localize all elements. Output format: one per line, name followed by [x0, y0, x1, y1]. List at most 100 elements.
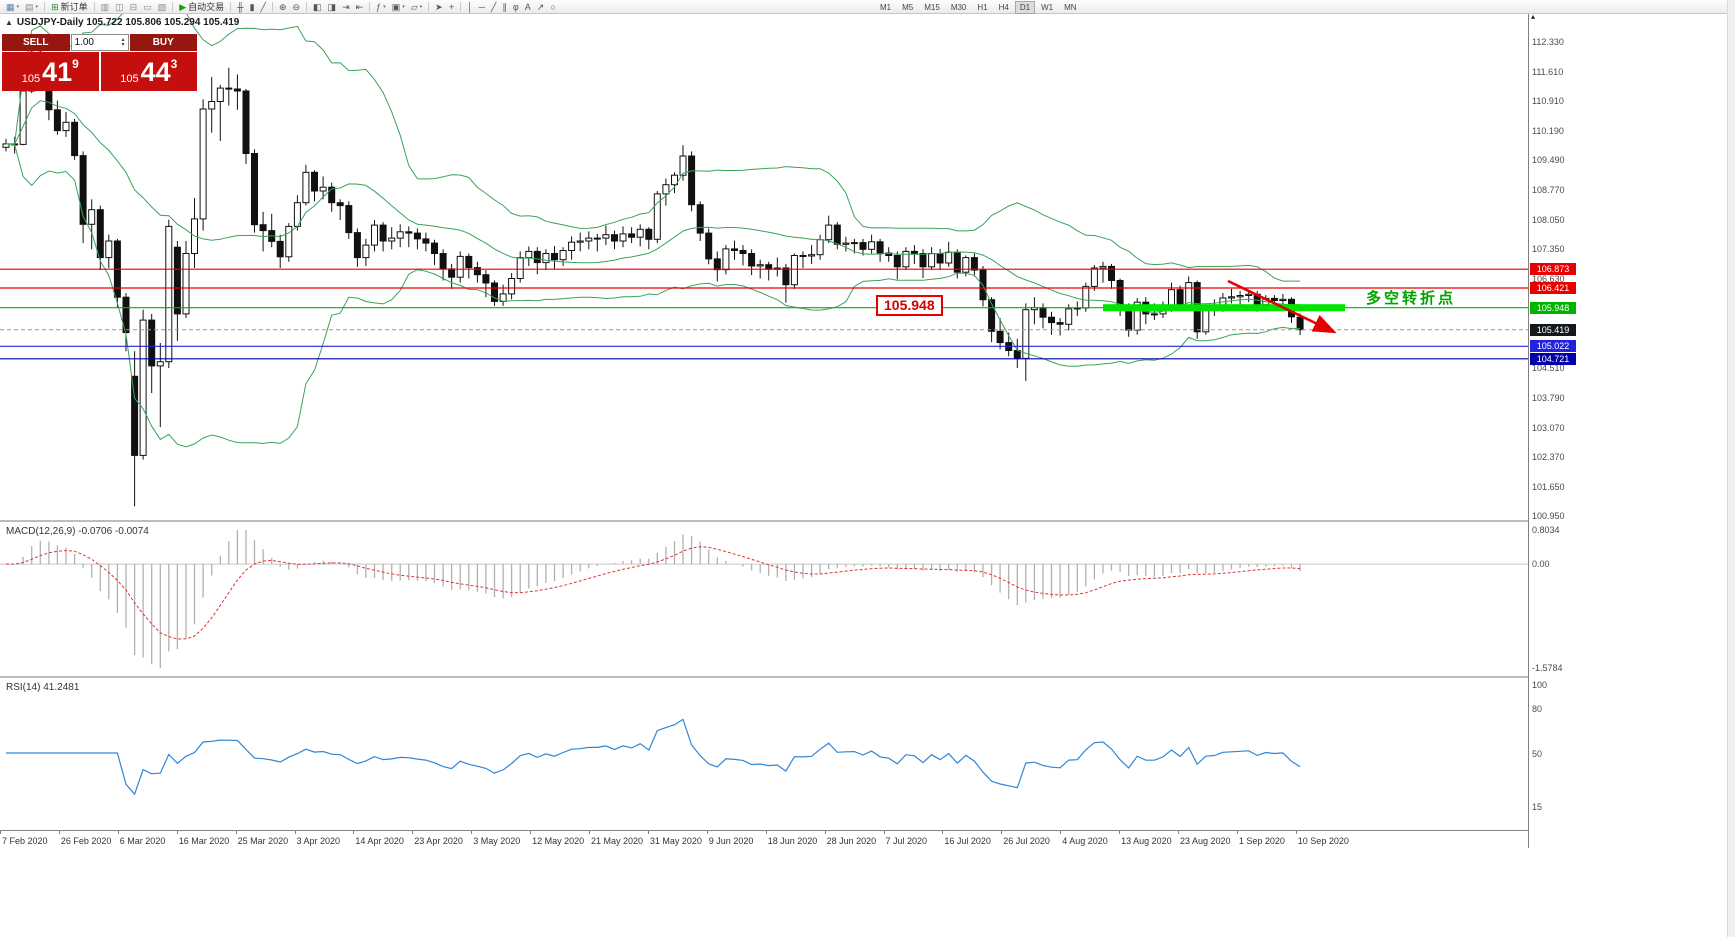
price-axis-label: 109.490	[1532, 155, 1565, 166]
horizontal-line-glyph: ─	[478, 1, 485, 12]
date-label: 9 Jun 2020	[708, 836, 754, 846]
one-click-collapse-icon[interactable]: ▲	[5, 18, 13, 27]
vertical-line-icon[interactable]: │	[464, 1, 476, 13]
periods-icon[interactable]: ▣ ▾	[389, 1, 408, 13]
zoom-in-icon[interactable]: ⊕	[276, 1, 290, 13]
volume-input[interactable]: 1.00 ▴ ▾	[70, 34, 129, 51]
volume-up-button[interactable]: ▴	[121, 36, 125, 43]
templates-icon[interactable]: ▱ ▾	[408, 1, 425, 13]
strategy-tester-icon[interactable]: ▧	[155, 1, 170, 13]
sell-price-base: 105	[21, 73, 41, 85]
buy-price[interactable]: 105 44 3	[100, 52, 197, 91]
panel-divider[interactable]	[0, 676, 1528, 678]
tile-windows-icon[interactable]: ◧	[310, 1, 325, 13]
buy-price-point: 3	[170, 57, 178, 71]
timeframe-m30-button[interactable]: M30	[950, 3, 967, 12]
new-chart-icon[interactable]: ▦ ▾	[3, 1, 22, 13]
bar-chart-icon[interactable]: ╫	[234, 1, 246, 13]
price-axis-label: 110.910	[1532, 96, 1564, 106]
chart-shift-icon[interactable]: ⇤	[353, 1, 367, 13]
data-window-glyph: ◫	[115, 1, 124, 12]
date-tick	[589, 831, 590, 834]
panel-divider[interactable]	[0, 520, 1528, 522]
sell-price-pips: 41	[42, 56, 73, 87]
sell-price[interactable]: 105 41 9	[2, 52, 99, 91]
cursor-icon[interactable]: ➤	[432, 1, 446, 13]
text-icon[interactable]: A	[522, 1, 534, 13]
shapes-icon[interactable]: ○	[547, 1, 558, 13]
timeframe-m5-button[interactable]: M5	[902, 3, 914, 12]
date-tick	[353, 831, 355, 834]
date-tick	[824, 831, 826, 834]
price-callout[interactable]: 105.948	[876, 295, 943, 316]
volume-down-button[interactable]: ▾	[121, 41, 125, 48]
date-tick	[1236, 831, 1238, 834]
text-glyph: A	[524, 1, 531, 12]
date-tick	[58, 831, 60, 834]
arrows-icon[interactable]: ↗	[534, 1, 548, 13]
timeframe-h1-button[interactable]: H1	[977, 3, 988, 12]
indicators-glyph: ƒ	[376, 1, 382, 12]
price-level-badge: 105.948	[1530, 301, 1576, 314]
auto-scroll-icon[interactable]: ⇥	[339, 1, 353, 13]
data-window-icon[interactable]: ◫	[112, 1, 127, 13]
indicators-icon[interactable]: ƒ ▾	[373, 1, 389, 13]
timeframe-m1-button[interactable]: M1	[880, 3, 892, 12]
new-order-glyph: ⊞	[51, 1, 59, 12]
main-chart-canvas[interactable]	[0, 14, 1528, 520]
cursor-glyph: ➤	[435, 1, 443, 12]
toolbar-separator	[230, 1, 232, 12]
buy-price-base: 105	[120, 73, 139, 85]
terminal-icon[interactable]: ▭	[140, 1, 155, 13]
cascade-windows-icon[interactable]: ◨	[325, 1, 340, 13]
price-axis-label: 111.610	[1532, 66, 1564, 77]
timeframe-w1-button[interactable]: W1	[1041, 3, 1054, 12]
date-label: 1 Sep 2020	[1238, 836, 1285, 846]
sell-button[interactable]: SELL	[2, 34, 70, 51]
chart-profiles-icon-caret: ▾	[35, 3, 39, 10]
channel-icon[interactable]: ∥	[499, 1, 510, 13]
date-tick	[1295, 831, 1297, 834]
bar-chart-glyph: ╫	[237, 1, 244, 12]
buy-button[interactable]: BUY	[129, 34, 197, 51]
candlestick-chart-glyph: ▮	[249, 1, 255, 12]
templates-glyph: ▱	[410, 1, 418, 12]
chart-profiles-icon[interactable]: ▤ ▾	[22, 1, 41, 13]
navigator-icon[interactable]: ⊟	[127, 1, 141, 13]
vertical-scrollbar[interactable]	[1727, 0, 1735, 937]
timeframe-h4-button[interactable]: H4	[998, 3, 1009, 12]
date-label: 28 Jun 2020	[826, 836, 877, 846]
date-tick	[1060, 831, 1062, 834]
date-axis[interactable]: 7 Feb 2020 26 Feb 2020 6 Mar 2020 16 Mar 20…	[0, 830, 1528, 848]
horizontal-line-icon[interactable]: ─	[476, 1, 488, 13]
price-axis-label: 100.950	[1532, 510, 1565, 521]
line-chart-icon[interactable]: ╱	[258, 1, 269, 13]
new-order-button-label: 新订单	[60, 2, 88, 12]
price-axis-label: 103.790	[1532, 392, 1565, 403]
date-tick	[647, 831, 649, 834]
auto-trading-button[interactable]: ▶ 自动交易	[176, 1, 227, 13]
price-axis-arrow-icon[interactable]: ▴	[1531, 12, 1536, 21]
fibonacci-glyph: φ	[512, 1, 519, 12]
macd-canvas[interactable]	[0, 522, 1528, 676]
candlestick-chart-icon[interactable]: ▮	[247, 1, 258, 13]
rsi-canvas[interactable]	[0, 678, 1528, 830]
fibonacci-icon[interactable]: φ	[510, 1, 522, 13]
price-level-badge: 105.022	[1530, 340, 1576, 353]
indicators-icon-caret: ▾	[383, 3, 386, 10]
timeframe-mn-button[interactable]: MN	[1064, 3, 1077, 12]
timeframe-m15-button[interactable]: M15	[924, 3, 940, 12]
price-axis-label: 108.770	[1532, 185, 1565, 196]
timeframe-d1-button[interactable]: D1	[1014, 1, 1036, 14]
zoom-out-icon[interactable]: ⊖	[289, 1, 303, 13]
new-order-button[interactable]: ⊞ 新订单	[48, 1, 91, 13]
trendline-icon[interactable]: ╱	[488, 1, 499, 13]
volume-value: 1.00	[74, 37, 94, 48]
price-axis-label: 112.330	[1532, 36, 1564, 47]
price-axis[interactable]: 112.330 111.610 110.910 110.190 109.490 108.7…	[1528, 14, 1727, 848]
macd-scale-zero: 0.00	[1532, 559, 1550, 570]
main-toolbar: ▦ ▾ ▤ ▾ ⊞ 新订单 ▥ ◫ ⊟ ▭ ▧ ▶ 自动交易 ╫ ▮ ╱ ⊕ ⊖ ◧ ◨ ⇥ ⇤ ƒ ▾ ▣ ▾ ▱ ▾ ➤ + │ ─ ╱ ∥ φ…	[0, 0, 1735, 14]
crosshair-icon[interactable]: +	[446, 1, 457, 13]
market-watch-icon[interactable]: ▥	[98, 1, 113, 13]
turning-point-label: 多空转折点	[1366, 290, 1457, 307]
